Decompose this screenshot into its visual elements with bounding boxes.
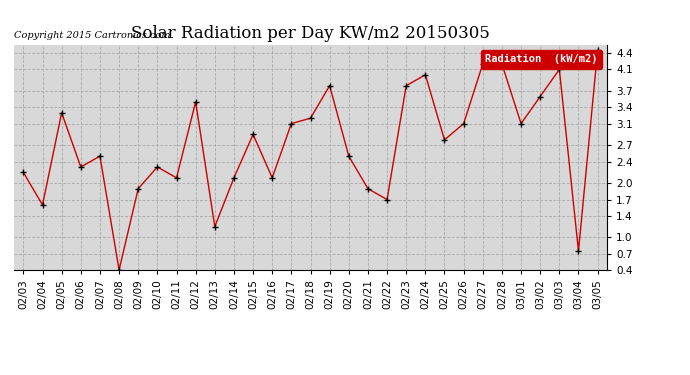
Legend: Radiation  (kW/m2): Radiation (kW/m2) [481,50,602,69]
Title: Solar Radiation per Day KW/m2 20150305: Solar Radiation per Day KW/m2 20150305 [131,25,490,42]
Text: Copyright 2015 Cartronics.com: Copyright 2015 Cartronics.com [14,32,170,40]
